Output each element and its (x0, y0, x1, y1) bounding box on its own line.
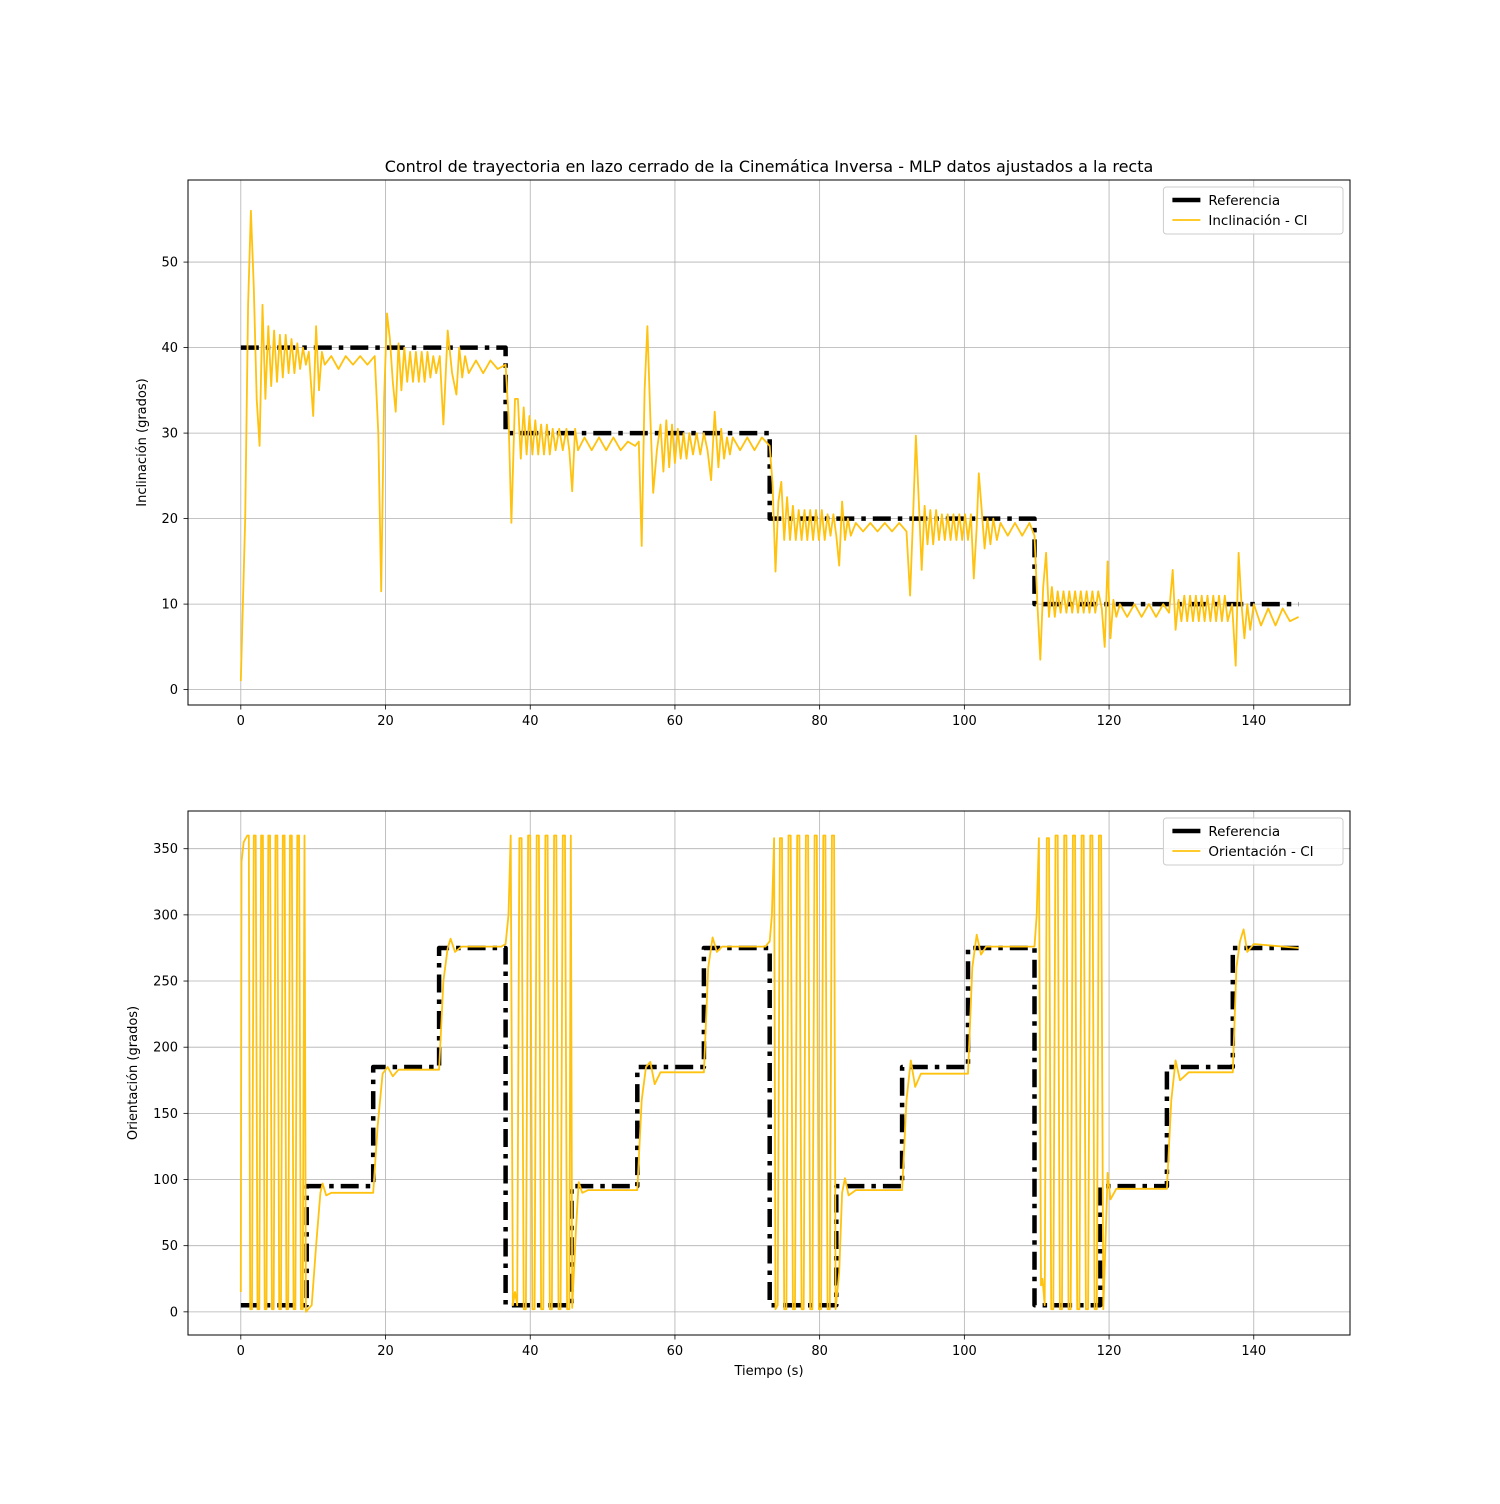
inclination-series (239, 209, 1299, 682)
orientation-x-axis-label: Tiempo (s) (733, 1364, 803, 1379)
inclination-x-tick-label: 80 (811, 714, 828, 729)
orientation-reference-line (240, 945, 1299, 1308)
orientation-plot: 0 20 40 60 80 100 120 140 0 50 100 150 200 250 300 350… (126, 810, 1351, 1379)
inclination-reference-line (240, 345, 1299, 607)
orientation-y-tick-label: 250 (153, 975, 178, 990)
inclination-x-tick-label: 0 (237, 714, 245, 729)
inclination-legend-label: Referencia (1208, 193, 1280, 209)
inclination-x-tick-label: 20 (377, 714, 394, 729)
orientation-x-tick-label: 80 (811, 1344, 828, 1359)
inclination-y-tick-label: 20 (161, 512, 178, 527)
orientation-y-tick-label: 350 (153, 842, 178, 857)
figure-title: Control de trayectoria en lazo cerrado d… (385, 157, 1154, 176)
orientation-x-tick-label: 140 (1241, 1344, 1266, 1359)
inclination-y-tick-label: 10 (161, 598, 178, 613)
orientation-x-tick-label: 120 (1097, 1344, 1122, 1359)
inclination-x-tick-label: 60 (667, 714, 684, 729)
inclination-legend-label: Inclinación - CI (1208, 213, 1307, 229)
orientation-legend: Referencia Orientación - CI (1162, 817, 1344, 866)
orientation-y-tick-label: 200 (153, 1041, 178, 1056)
orientation-x-tick-label: 20 (377, 1344, 394, 1359)
orientation-x-tick-label: 0 (237, 1344, 245, 1359)
orientation-y-tick-label: 0 (170, 1305, 178, 1320)
orientation-legend-label: Orientación - CI (1208, 844, 1313, 860)
orientation-response-line (239, 834, 1299, 1313)
orientation-y-tick-label: 100 (153, 1173, 178, 1188)
orientation-x-tick-label: 40 (522, 1344, 539, 1359)
inclination-y-ticks: 0 10 20 30 40 50 (161, 256, 188, 698)
inclination-legend-box (1162, 186, 1344, 235)
inclination-plot: 0 20 40 60 80 100 120 140 0 10 20 30 40 50 Inclinaci… (135, 179, 1351, 729)
orientation-y-ticks: 0 50 100 150 200 250 300 350 (153, 842, 188, 1320)
inclination-x-ticks: 0 20 40 60 80 100 120 140 (237, 705, 1266, 729)
inclination-x-tick-label: 100 (952, 714, 977, 729)
orientation-y-axis-label: Orientación (grados) (126, 1006, 141, 1140)
orientation-y-tick-label: 50 (161, 1239, 178, 1254)
orientation-legend-label: Referencia (1208, 824, 1280, 840)
orientation-x-tick-label: 100 (952, 1344, 977, 1359)
inclination-y-tick-label: 0 (170, 683, 178, 698)
orientation-x-ticks: 0 20 40 60 80 100 120 140 (237, 1335, 1266, 1359)
inclination-response-line (239, 209, 1299, 682)
inclination-y-tick-label: 40 (161, 341, 178, 356)
inclination-x-tick-label: 40 (522, 714, 539, 729)
inclination-y-tick-label: 30 (161, 427, 178, 442)
orientation-x-tick-label: 60 (667, 1344, 684, 1359)
orientation-plot-frame (187, 810, 1351, 1336)
inclination-y-axis-label: Inclinación (grados) (135, 378, 150, 506)
orientation-series (239, 834, 1299, 1313)
inclination-y-tick-label: 50 (161, 256, 178, 271)
orientation-y-tick-label: 300 (153, 908, 178, 923)
orientation-y-tick-label: 150 (153, 1107, 178, 1122)
inclination-plot-frame (187, 179, 1351, 706)
inclination-x-tick-label: 120 (1097, 714, 1122, 729)
inclination-legend: Referencia Inclinación - CI (1162, 186, 1344, 235)
inclination-x-tick-label: 140 (1241, 714, 1266, 729)
orientation-legend-box (1162, 817, 1344, 866)
